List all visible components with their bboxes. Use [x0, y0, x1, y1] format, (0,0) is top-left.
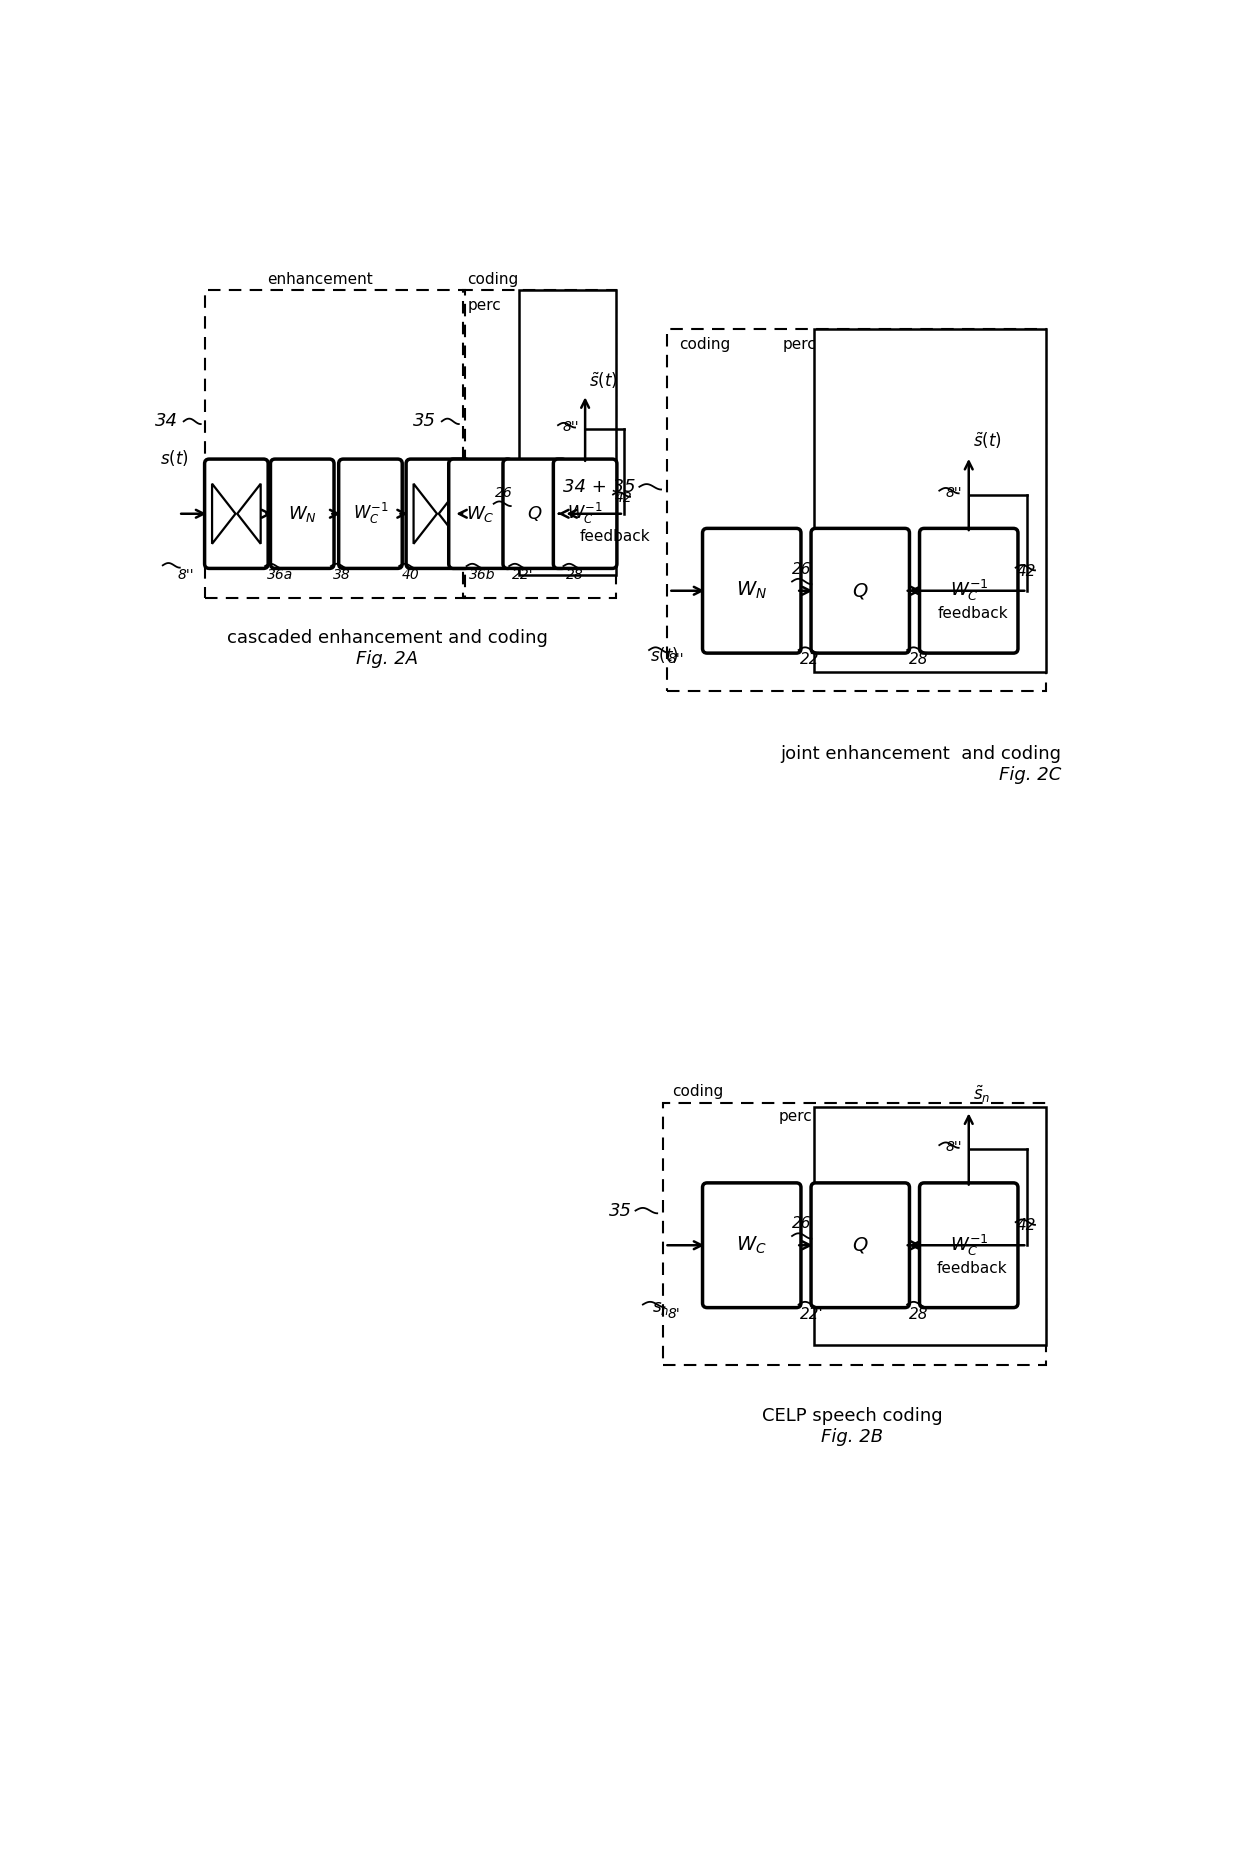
Bar: [667, 328, 1047, 690]
Text: Fig. 2A: Fig. 2A: [356, 651, 419, 668]
FancyBboxPatch shape: [703, 1183, 801, 1307]
FancyBboxPatch shape: [205, 459, 268, 568]
Text: $Q$: $Q$: [852, 581, 868, 600]
Text: 38: 38: [334, 568, 351, 581]
Text: $s(t)$: $s(t)$: [650, 645, 680, 664]
Text: 8'': 8'': [946, 486, 962, 501]
Text: $W_N$: $W_N$: [737, 579, 768, 602]
FancyBboxPatch shape: [339, 459, 402, 568]
FancyBboxPatch shape: [811, 529, 909, 652]
Text: $W_C^{-1}$: $W_C^{-1}$: [950, 1232, 988, 1258]
Text: Fig. 2C: Fig. 2C: [999, 765, 1061, 784]
Text: $s_n$: $s_n$: [652, 1299, 670, 1316]
Text: enhancement: enhancement: [267, 272, 372, 287]
Text: 22: 22: [800, 652, 820, 668]
Text: $\tilde{s}_n$: $\tilde{s}_n$: [972, 1084, 990, 1104]
Text: coding: coding: [680, 338, 730, 352]
Text: 8'': 8'': [562, 420, 579, 433]
Text: 36b: 36b: [469, 568, 495, 581]
Text: $Q$: $Q$: [852, 1236, 868, 1254]
Text: $W_C^{-1}$: $W_C^{-1}$: [567, 501, 603, 527]
Text: joint enhancement  and coding: joint enhancement and coding: [781, 744, 1061, 763]
Text: 22': 22': [511, 568, 533, 581]
Text: perc: perc: [779, 1108, 812, 1123]
Text: 26: 26: [792, 1217, 812, 1232]
Bar: [813, 328, 1047, 671]
Text: 34 + 35: 34 + 35: [563, 478, 635, 495]
Text: 8': 8': [667, 1307, 681, 1320]
Bar: [464, 291, 616, 598]
Text: 42: 42: [615, 491, 632, 506]
Text: perc: perc: [467, 298, 501, 313]
Text: 8'': 8'': [177, 568, 195, 581]
Text: 8'': 8'': [668, 652, 684, 666]
Text: $\tilde{s}(t)$: $\tilde{s}(t)$: [589, 369, 618, 390]
Text: 42: 42: [1017, 1219, 1037, 1234]
FancyBboxPatch shape: [811, 1183, 909, 1307]
Bar: [206, 291, 465, 598]
Text: 22': 22': [800, 1307, 823, 1322]
Text: $s(t)$: $s(t)$: [160, 448, 188, 467]
Text: $W_C^{-1}$: $W_C^{-1}$: [352, 501, 388, 527]
Text: 8'': 8'': [946, 1140, 962, 1155]
Text: cascaded enhancement and coding: cascaded enhancement and coding: [227, 630, 548, 647]
Text: 42: 42: [1017, 564, 1037, 579]
FancyBboxPatch shape: [407, 459, 470, 568]
Text: feedback: feedback: [579, 529, 650, 544]
Text: 35: 35: [413, 412, 436, 431]
Text: feedback: feedback: [937, 606, 1008, 621]
FancyBboxPatch shape: [449, 459, 512, 568]
Text: coding: coding: [672, 1084, 723, 1099]
FancyBboxPatch shape: [503, 459, 567, 568]
Text: $W_C^{-1}$: $W_C^{-1}$: [950, 578, 988, 604]
FancyBboxPatch shape: [270, 459, 334, 568]
FancyBboxPatch shape: [920, 529, 1018, 652]
Text: Fig. 2B: Fig. 2B: [821, 1427, 884, 1446]
Text: coding: coding: [467, 272, 518, 287]
Text: $W_C$: $W_C$: [737, 1234, 768, 1256]
Text: 36a: 36a: [268, 568, 294, 581]
Text: 26: 26: [495, 486, 512, 501]
Text: 28: 28: [909, 1307, 929, 1322]
Text: 34: 34: [155, 412, 179, 431]
Text: feedback: feedback: [936, 1260, 1007, 1275]
Bar: [520, 291, 616, 576]
FancyBboxPatch shape: [553, 459, 618, 568]
Text: $Q$: $Q$: [527, 504, 542, 523]
Text: 40: 40: [402, 568, 419, 581]
FancyBboxPatch shape: [703, 529, 801, 652]
Text: 28: 28: [565, 568, 584, 581]
Text: CELP speech coding: CELP speech coding: [763, 1406, 942, 1425]
Text: $W_N$: $W_N$: [288, 504, 316, 523]
Text: 35: 35: [609, 1202, 631, 1219]
Text: perc: perc: [782, 338, 816, 352]
Text: 28: 28: [909, 652, 929, 668]
FancyBboxPatch shape: [920, 1183, 1018, 1307]
Text: $\tilde{s}(t)$: $\tilde{s}(t)$: [972, 429, 1002, 450]
Bar: [662, 1102, 1047, 1365]
Text: 26: 26: [792, 562, 812, 578]
Text: $W_C$: $W_C$: [466, 504, 495, 523]
Bar: [813, 1106, 1047, 1346]
